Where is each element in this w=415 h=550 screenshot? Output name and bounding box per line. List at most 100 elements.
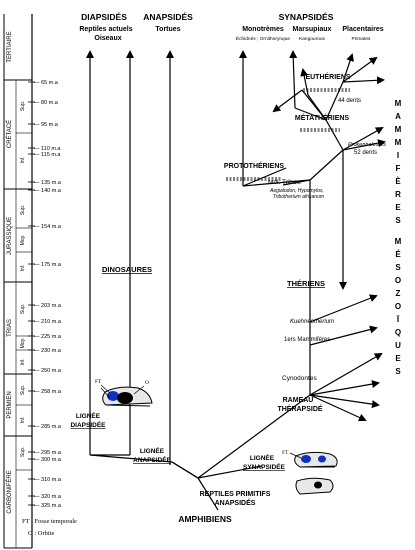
age-label: — 175 m.a [34,262,62,268]
age-label: — 115 m.a [34,152,61,158]
age-label: — 154 m.a [34,224,62,230]
label-aegialodon: Aegialodon, Hypomylos, [269,188,324,194]
branch-lines [89,53,386,511]
side-title-letter: É [395,250,401,259]
label-lignee-synapsidee-1: LIGNÉE [250,453,275,462]
sub-marsupiaux-examples: Kangourous [299,36,325,42]
epoch-label: Moy. [20,235,26,245]
skull-anapsid [295,477,334,495]
heading-synapsides: SYNAPSIDÉS [279,12,334,22]
period-carbonifere: CARBONIFÈRE [6,470,13,513]
side-title-letter: Q [395,328,401,337]
skull-diapsid: FT O [95,379,153,407]
period-boundaries [3,14,32,549]
lineage-lines [86,50,311,465]
age-label: — 320 m.a [34,494,62,500]
side-title-letter: R [395,190,401,199]
epoch-label: Inf. [20,359,26,366]
label-cynodontes: Cynodontes [282,375,317,382]
side-title-letter: S [395,263,401,272]
age-label: — 140 m.a [34,188,62,194]
label-prokennalestes: Prokennalestes [348,142,386,148]
age-label: — 285 m.a [34,424,62,430]
age-label: — 230 m.a [34,348,62,354]
skull-synapsid: FT [282,450,338,468]
sub-reptiles-actuels: Reptiles actuels [79,26,132,33]
epoch-label: Sup. [20,101,26,111]
label-lignee-anapsidee-1: LIGNÉE [140,446,165,455]
label-mol-tribos: Mol. Tribos. [268,179,302,186]
side-title-letter: F [396,164,401,173]
side-title-letter: E [395,203,401,212]
age-label: — 110 m.a [34,146,61,152]
epoch-label: Inf. [20,157,26,164]
label-52-dents: 52 dents [354,150,377,156]
age-label: — 65 m.a [34,80,59,86]
age-label: — 295 m.a [34,450,62,456]
age-label: — 310 m.a [34,477,62,483]
marsupial-line-a [289,50,298,109]
label-kuehneotherium: Kuehneotherium [290,319,334,325]
label-lignee-anapsidee-2: ANAPSIDÉE [133,455,172,464]
age-scale: — 65 m.a — 80 m.a — 95 m.a — 110 m.a— 115 m… [28,80,62,509]
side-title-letter: Z [396,289,401,298]
side-title-letter: E [395,354,401,363]
age-label: — 95 m.a [34,122,59,128]
heading-anapsides: ANAPSIDÉS [143,12,193,22]
label-lignee-diapsidee-1: LIGNÉE [76,411,101,420]
side-title-letter: U [395,341,401,350]
label-reptiles-anapsides: ANAPSIDÉS [215,498,256,507]
period-jurassique: JURASSIQUE [7,217,13,255]
label-rameau: RAMEAU [283,397,314,404]
age-label: — 300 m.a [34,457,62,463]
label-theriens: THÉRIENS [287,279,325,288]
side-title-letter: È [395,177,401,186]
heading-diapsides: DIAPSIDÉS [81,12,127,22]
epoch-label: Inf. [20,417,26,424]
sub-monotremes: Monotrèmes [242,26,284,33]
side-title-letter: A [395,112,401,121]
legend-ft: FT : Fosse temporale [22,518,77,525]
label-dinosaures: DINOSAURES [102,265,152,274]
label-prototheriens: PROTOTHÉRIENS [224,161,284,170]
dashed-markers [226,88,350,181]
side-title-letter: I [397,151,399,160]
side-title-letter: Ï [396,315,400,324]
age-label: — 250 m.a [34,368,62,374]
side-title-letter: S [395,367,401,376]
skull2-label-ft: FT [282,450,289,456]
label-amphibiens: AMPHIBIENS [178,514,232,524]
label-44-dents: 44 dents [338,98,361,104]
label-eutheriens: EUTHÉRIENS [305,72,350,81]
age-label: — 203 m.a [34,303,62,309]
epoch-label: Sup. [20,385,26,395]
side-title-letter: M [395,99,402,108]
skull-label-ft: FT [95,379,102,385]
period-trias: TRIAS [7,319,13,337]
epoch-label: Sup. [20,205,26,215]
side-title-letter: M [395,138,402,147]
epoch-label: Sup. [20,447,26,457]
sub-oiseaux: Oiseaux [94,35,121,42]
period-cretace: CRÉTACÉ [6,120,13,148]
label-reptiles-primitifs: REPTILES PRIMITIFS [200,491,271,498]
label-tribotherium: Tribotherium africanum [273,194,324,200]
side-title-letter: S [395,216,401,225]
label-1ers-mammiferes: 1ers Mammifères [284,337,330,343]
label-therapside: THÉRAPSIDÉ [277,404,322,413]
side-title-letter: O [395,302,401,311]
side-title-letter: O [395,276,401,285]
period-permien: PERMIEN [7,391,13,418]
label-metatheriens: MÉTATHÉRIENS [295,113,350,122]
epoch-label: Sup. [20,304,26,314]
age-label: — 325 m.a [34,503,62,509]
legend-o: O : Orbite [28,530,54,537]
age-label: — 258 m.a [34,389,62,395]
skull-label-o: O [145,380,149,386]
sub-marsupiaux: Marsupiaux [293,26,332,33]
age-label: — 135 m.a [34,180,62,186]
label-lignee-diapsidee-2: DIAPSIDÉE [70,420,106,429]
